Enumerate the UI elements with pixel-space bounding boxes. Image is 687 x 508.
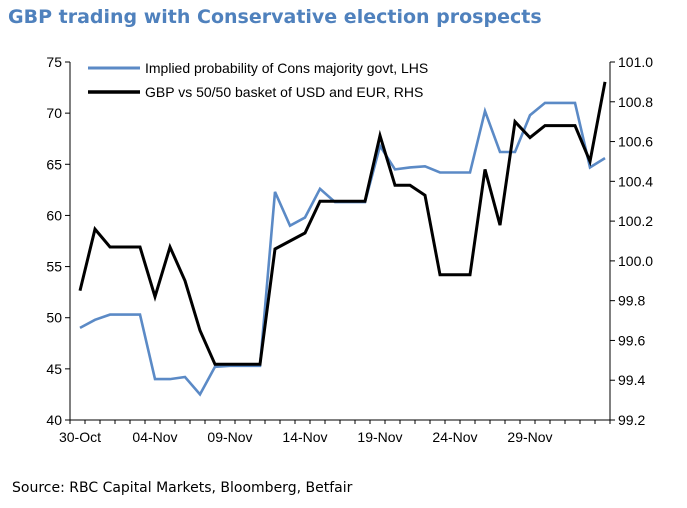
left-tick-label: 75 [46,54,62,70]
right-tick-label: 101.0 [618,54,653,70]
chart-axes: 40 45 50 55 60 65 70 75 99.2 99.4 99.6 99.8 100.0 100… [46,54,653,445]
x-tick-label: 04-Nov [132,429,177,445]
source-note: Source: RBC Capital Markets, Bloomberg, … [12,480,353,496]
left-tick-label: 60 [46,207,62,223]
legend-label-1: Implied probability of Cons majority gov… [145,60,428,76]
chart-legend: Implied probability of Cons majority gov… [88,60,428,100]
right-tick-label: 99.4 [618,372,645,388]
x-tick-label: 29-Nov [507,429,552,445]
left-tick-label: 55 [46,259,62,275]
chart-title: GBP trading with Conservative election p… [8,6,542,28]
left-tick-label: 70 [46,105,62,121]
right-tick-label: 100.2 [618,213,653,229]
left-tick-label: 40 [46,412,62,428]
series-line-2 [78,81,607,366]
chart-series [78,81,607,397]
series-line-1 [79,101,606,397]
x-tick-label: 19-Nov [357,429,402,445]
left-tick-label: 45 [46,361,62,377]
right-tick-label: 100.8 [618,94,653,110]
left-tick-label: 50 [46,310,62,326]
right-tick-label: 100.0 [618,253,653,269]
right-tick-label: 99.2 [618,412,645,428]
x-tick-label: 30-Oct [59,429,101,445]
right-tick-label: 99.8 [618,293,645,309]
left-tick-label: 65 [46,156,62,172]
x-tick-label: 09-Nov [207,429,252,445]
legend-label-2: GBP vs 50/50 basket of USD and EUR, RHS [145,84,423,100]
x-tick-label: 14-Nov [282,429,327,445]
right-tick-label: 99.6 [618,332,645,348]
x-tick-label: 24-Nov [432,429,477,445]
right-tick-label: 100.6 [618,134,653,150]
right-tick-label: 100.4 [618,173,653,189]
